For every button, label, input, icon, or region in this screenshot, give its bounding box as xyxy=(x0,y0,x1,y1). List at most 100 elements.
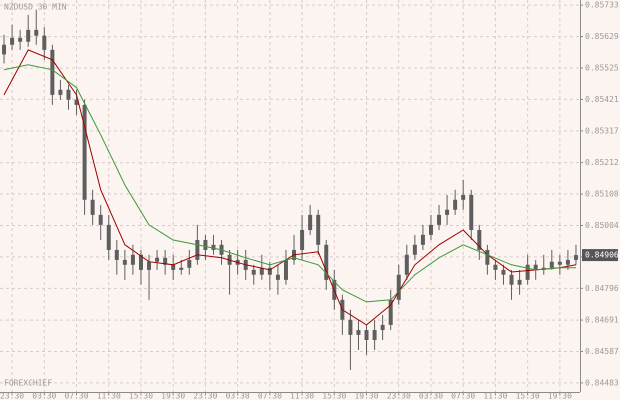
candle-body xyxy=(34,29,39,36)
grid xyxy=(0,0,580,392)
candle-body xyxy=(106,224,111,250)
candle-body xyxy=(485,249,490,265)
candle-body xyxy=(573,255,578,260)
y-tick-label: 0.84796 xyxy=(585,284,619,293)
candle-body xyxy=(549,261,554,268)
y-tick-label: 0.85004 xyxy=(585,221,619,230)
candle-body xyxy=(428,224,433,235)
candle-body xyxy=(316,214,321,245)
x-tick-label: 11:30 xyxy=(290,392,314,400)
candle-body xyxy=(66,89,71,100)
candle-body xyxy=(130,254,135,265)
candle-body xyxy=(324,244,329,280)
x-tick-label: 23:30 xyxy=(193,392,217,400)
x-tick-label: 23:30 xyxy=(387,392,411,400)
candle-body xyxy=(308,214,313,231)
candle-body xyxy=(50,49,55,95)
plot xyxy=(2,9,578,370)
candle-body xyxy=(275,274,280,280)
y-tick-label: 0.84587 xyxy=(585,347,619,356)
candle-body xyxy=(477,230,482,250)
y-tick-label: 0.85212 xyxy=(585,158,619,167)
candle-body xyxy=(195,239,200,260)
candle-body xyxy=(525,264,530,280)
x-tick-label: 23:30 xyxy=(0,392,24,400)
candle-body xyxy=(453,199,458,210)
candle-body xyxy=(114,249,119,260)
candle-body xyxy=(138,254,143,270)
candle-body xyxy=(372,330,377,341)
candle-body xyxy=(565,259,570,265)
x-tick-label: 07:30 xyxy=(64,392,88,400)
candle-body xyxy=(90,199,95,215)
x-tick-label: 03:30 xyxy=(226,392,250,400)
candle-body xyxy=(412,244,417,255)
x-tick-label: 07:30 xyxy=(451,392,475,400)
candle-body xyxy=(211,244,216,250)
x-tick-label: 15:30 xyxy=(129,392,153,400)
candle-body xyxy=(533,264,538,270)
y-tick-label: 0.84483 xyxy=(585,378,619,387)
y-tick-label: 0.85421 xyxy=(585,95,619,104)
x-tick-label: 03:30 xyxy=(32,392,56,400)
candle-body xyxy=(469,194,474,231)
candle-body xyxy=(517,279,522,285)
candle-body xyxy=(501,269,506,275)
candle-body xyxy=(98,214,103,225)
candle-body xyxy=(171,264,176,270)
candle-body xyxy=(2,44,7,55)
candle-body xyxy=(122,259,127,265)
candle-body xyxy=(461,194,466,200)
x-tick-label: 19:30 xyxy=(354,392,378,400)
candle-body xyxy=(356,330,361,335)
candle-body xyxy=(396,274,401,300)
candle-body xyxy=(509,274,514,285)
candle-body xyxy=(445,209,450,215)
moving-average-line xyxy=(3,49,577,326)
candle-body xyxy=(163,257,168,265)
x-tick-label: 11:30 xyxy=(483,392,507,400)
candle-body xyxy=(404,254,409,275)
x-tick-label: 19:30 xyxy=(548,392,572,400)
watermark: FOREXCHIEF xyxy=(4,379,52,388)
candle-body xyxy=(493,264,498,270)
x-tick-label: 19:30 xyxy=(161,392,185,400)
candle-body xyxy=(348,319,353,335)
candle-body xyxy=(179,267,184,270)
candle-body xyxy=(364,330,369,341)
candle-body xyxy=(26,29,31,42)
candle-body xyxy=(388,299,393,325)
candle-body xyxy=(557,261,562,265)
y-tick-label: 0.84691 xyxy=(585,316,619,325)
x-tick-label: 15:30 xyxy=(516,392,540,400)
x-tick-label: 11:30 xyxy=(97,392,121,400)
y-tick-label: 0.85733 xyxy=(585,1,619,10)
candle-body xyxy=(251,269,256,275)
candle-body xyxy=(155,257,160,262)
candle-body xyxy=(259,267,264,275)
candle-body xyxy=(267,267,272,275)
y-tick-label: 0.85525 xyxy=(585,64,619,73)
candle-body xyxy=(283,259,288,280)
candle-body xyxy=(187,259,192,268)
candle-body xyxy=(10,37,15,45)
candle-body xyxy=(203,239,208,250)
x-tick-label: 15:30 xyxy=(322,392,346,400)
last-price-box xyxy=(582,249,618,262)
x-tick-label: 03:30 xyxy=(419,392,443,400)
candle-body xyxy=(74,99,79,105)
moving-average-line xyxy=(3,64,576,303)
candle-body xyxy=(380,324,385,331)
candle-body xyxy=(147,261,152,270)
last-price-label: 0.84906 xyxy=(585,251,619,260)
y-tick-label: 0.85629 xyxy=(585,32,619,41)
x-tick-label: 07:30 xyxy=(258,392,282,400)
candle-body xyxy=(18,37,23,42)
candle-body xyxy=(42,35,47,50)
candle-body xyxy=(437,214,442,225)
chart-title: NZDUSD 30 MIN xyxy=(4,3,67,12)
candle-body xyxy=(58,89,63,95)
y-tick-label: 0.85317 xyxy=(585,126,619,135)
